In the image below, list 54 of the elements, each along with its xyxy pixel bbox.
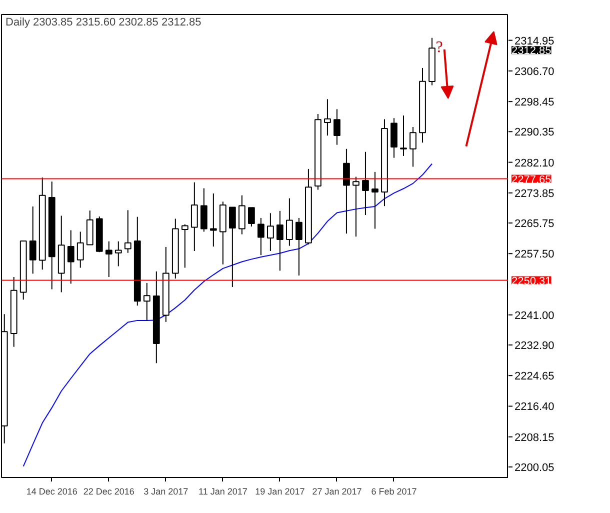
- y-tick-label: 2273.85: [514, 188, 554, 200]
- candlestick: [124, 210, 132, 254]
- candlestick: [190, 182, 198, 252]
- candlestick: [200, 188, 208, 232]
- candlestick: [372, 171, 378, 230]
- candlestick: [67, 230, 74, 284]
- candlestick: [324, 98, 331, 136]
- x-tick-label: 11 Jan 2017: [198, 486, 248, 496]
- candlestick: [286, 198, 293, 246]
- y-tick-label: 2232.90: [514, 340, 554, 352]
- candlestick: [352, 176, 360, 238]
- candlestick: [105, 240, 112, 278]
- candlestick: [343, 148, 350, 234]
- candlestick: [114, 240, 122, 267]
- y-tick-label: 2265.75: [514, 218, 554, 230]
- x-tick-label: 6 Feb 2017: [371, 486, 417, 496]
- y-tick-label: 2306.70: [514, 66, 554, 78]
- candlestick: [238, 194, 246, 235]
- y-tick-label: 2200.05: [514, 462, 554, 474]
- x-tick-label: 22 Dec 2016: [83, 486, 134, 496]
- y-tick-label: 2298.45: [514, 96, 554, 109]
- candlestick: [143, 282, 150, 321]
- candlestick: [334, 108, 340, 146]
- x-tick-label: 14 Dec 2016: [26, 486, 78, 496]
- x-tick-label: 3 Jan 2017: [144, 486, 188, 496]
- y-tick-label: 2208.15: [514, 432, 554, 444]
- y-tick-label: 2257.50: [514, 248, 554, 261]
- ref-line-label: 2277.65: [512, 174, 552, 186]
- x-tick-label: 27 Jan 2017: [312, 486, 362, 496]
- candlestick: [210, 192, 217, 248]
- candlestick: [76, 231, 84, 268]
- candlestick: [248, 207, 255, 228]
- candlestick: [362, 151, 369, 216]
- ref-line-label: 2250.31: [512, 275, 552, 288]
- y-tick-label: 2224.65: [514, 370, 554, 383]
- candlestick: [390, 118, 398, 158]
- candlestick: [257, 217, 264, 256]
- chart-title: Daily 2303.85 2315.60 2302.85 2312.85: [6, 16, 202, 28]
- y-tick-label: 2314.95: [514, 35, 554, 48]
- candlestick: [276, 210, 284, 272]
- line-series: [22, 163, 432, 467]
- candlestick: [181, 224, 188, 268]
- candlestick: [29, 206, 36, 274]
- y-tick-label: 2216.40: [514, 401, 554, 414]
- annotation: ?: [436, 38, 443, 56]
- candlestick: [266, 212, 274, 252]
- candlestick: [296, 217, 302, 276]
- candlestick: [410, 126, 416, 168]
- y-tick-label: 2241.00: [514, 310, 554, 322]
- y-tick-label: 2282.10: [514, 157, 554, 170]
- y-tick-label: 2290.35: [514, 126, 554, 139]
- candlestick: [400, 114, 407, 156]
- x-tick-label: 19 Jan 2017: [255, 486, 305, 496]
- candlestick: [228, 206, 236, 288]
